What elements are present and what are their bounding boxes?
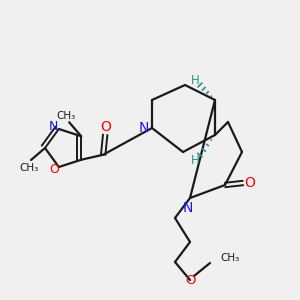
Text: O: O [244, 176, 255, 190]
Text: CH₃: CH₃ [220, 253, 239, 263]
Text: N: N [49, 121, 58, 134]
Text: O: O [49, 163, 59, 176]
Text: N: N [139, 121, 149, 135]
Text: O: O [185, 274, 195, 286]
Text: O: O [101, 120, 112, 134]
Text: CH₃: CH₃ [20, 163, 39, 173]
Text: N: N [183, 201, 193, 215]
Text: CH₃: CH₃ [57, 111, 76, 121]
Text: H: H [190, 74, 200, 86]
Text: H: H [190, 154, 200, 167]
